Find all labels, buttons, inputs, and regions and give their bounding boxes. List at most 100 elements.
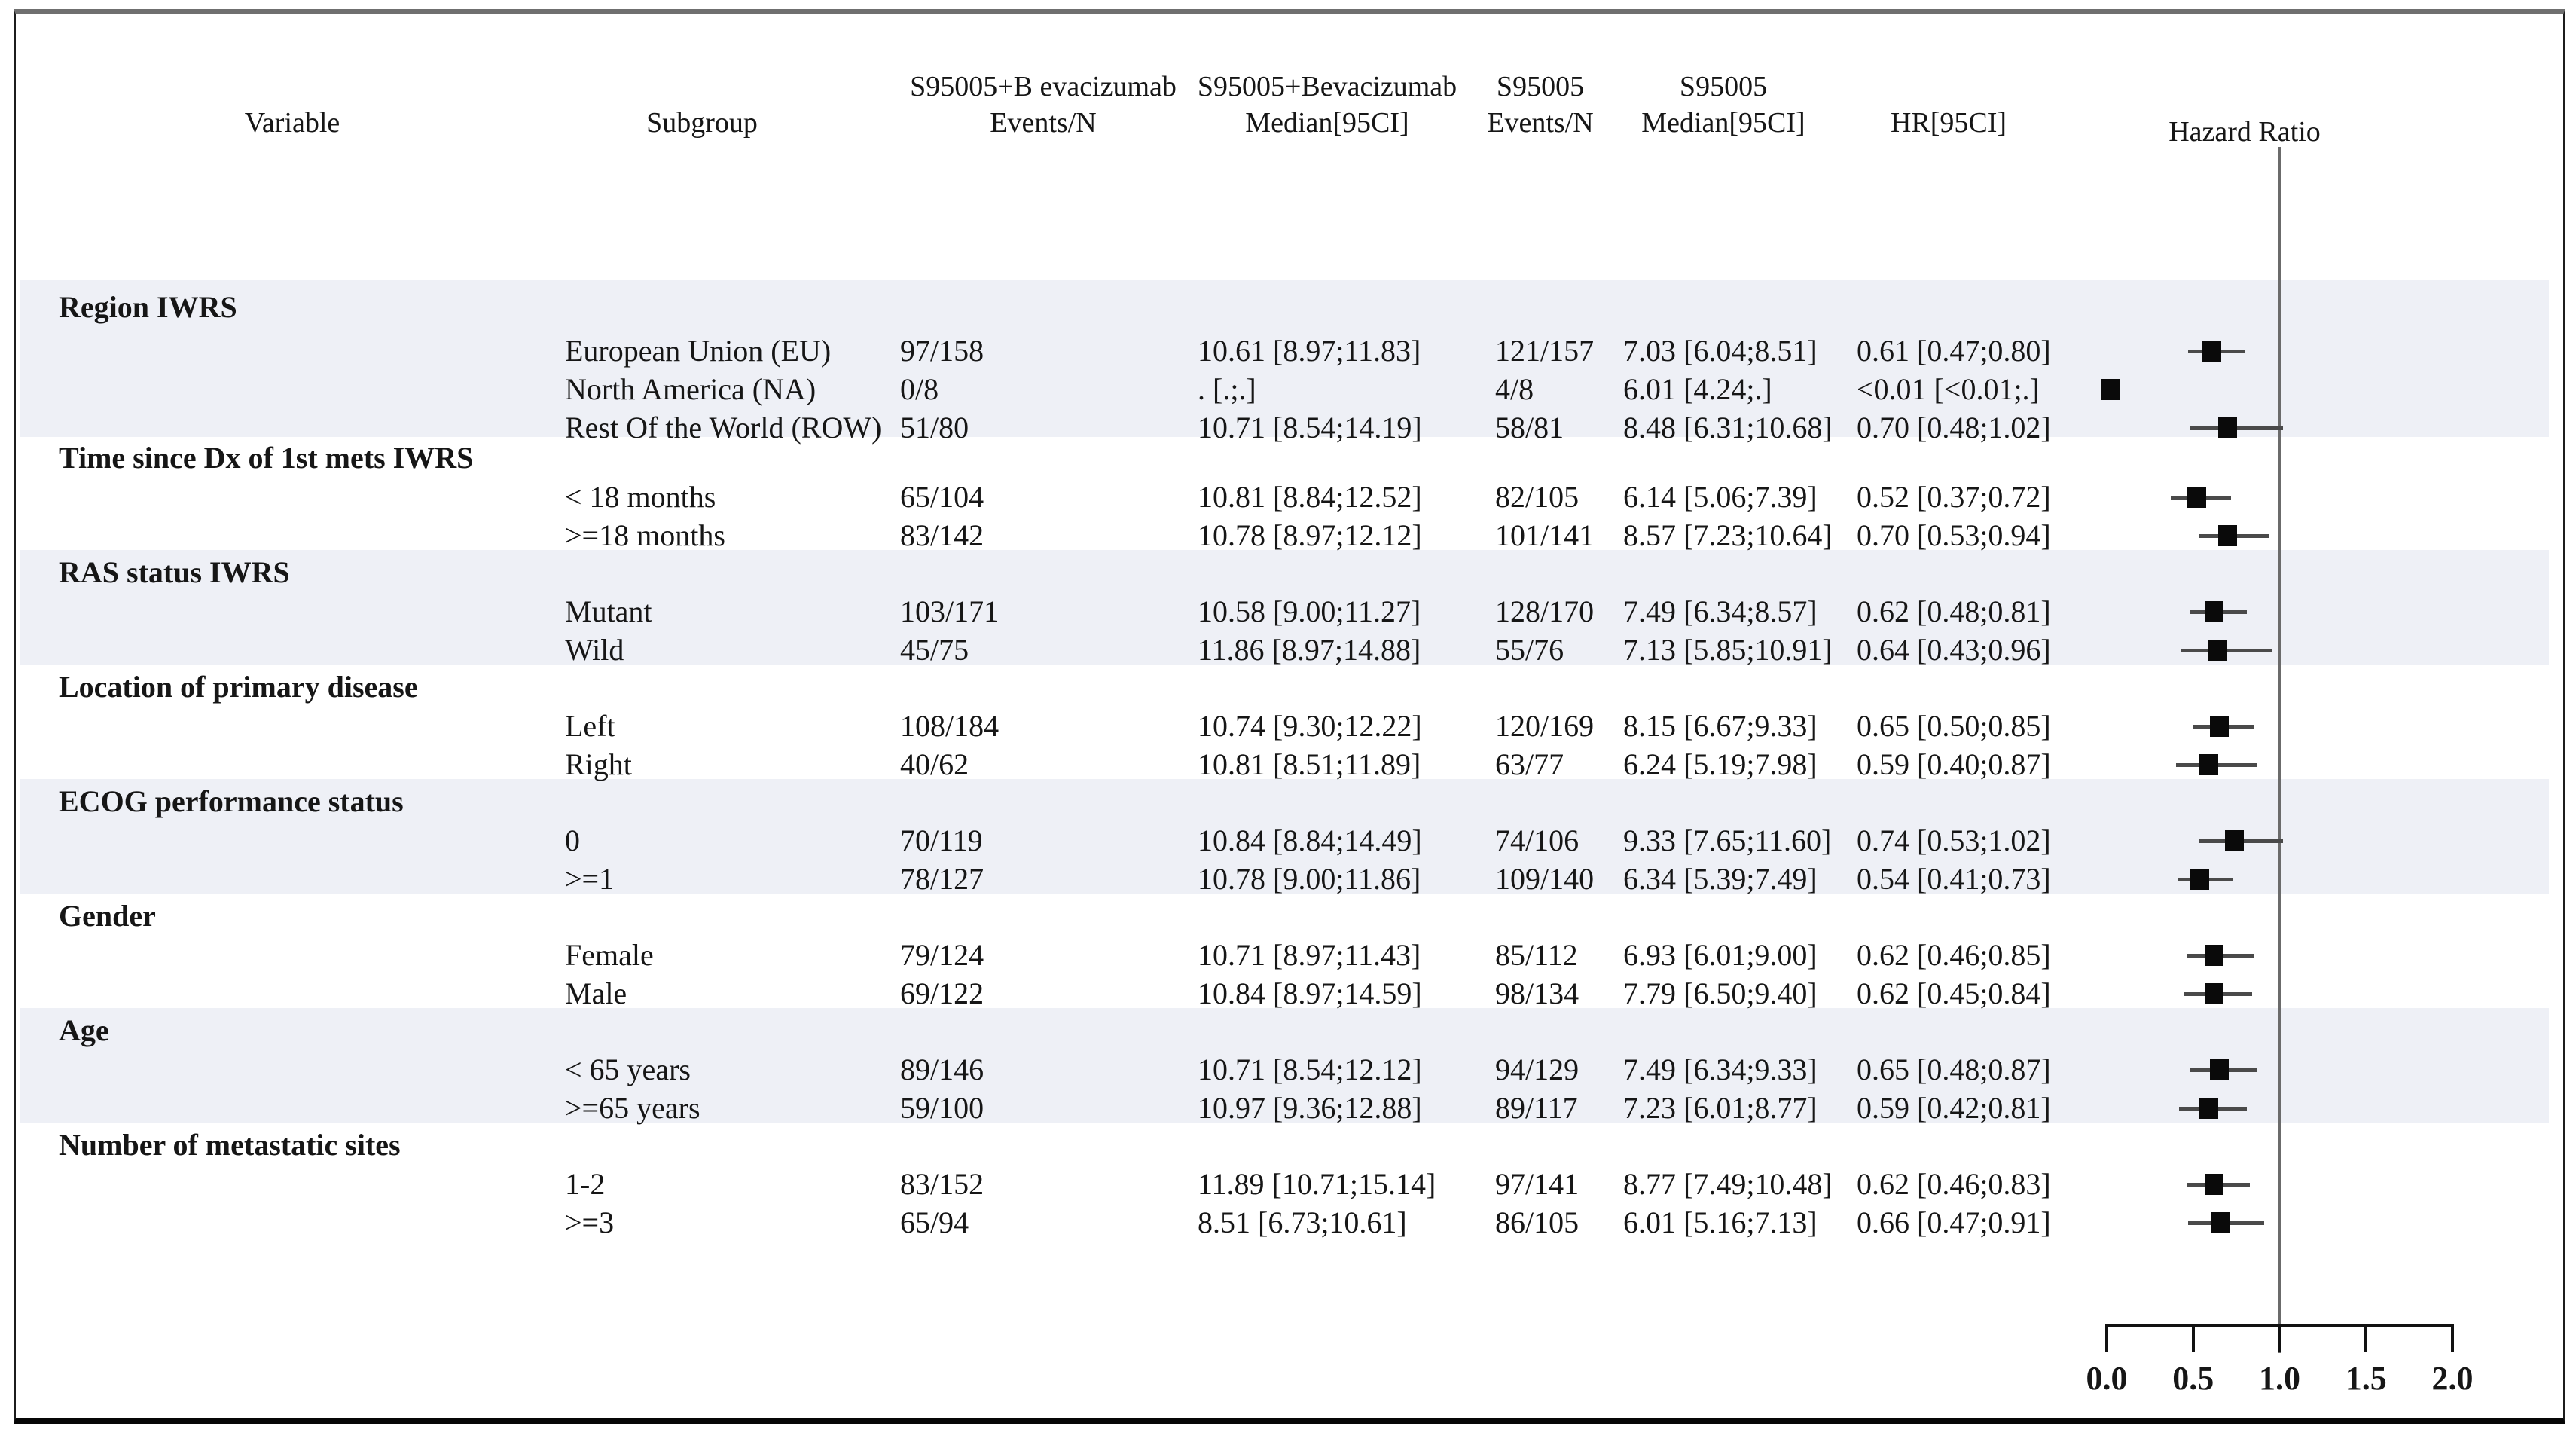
row-subgroup-label: European Union (EU) — [565, 334, 832, 368]
row-subgroup-label: < 18 months — [565, 480, 716, 514]
axis-tick — [2278, 1324, 2281, 1352]
row-arm1-events: 70/119 — [900, 823, 983, 857]
row-arm1-median: 10.97 [9.36;12.88] — [1198, 1091, 1422, 1125]
row-arm2-events: 120/169 — [1495, 709, 1595, 743]
row-hr-ci: 0.65 [0.48;0.87] — [1857, 1053, 2051, 1086]
row-subgroup-label: Wild — [565, 633, 624, 667]
row-arm2-events: 89/117 — [1495, 1091, 1578, 1125]
column-header-arm1-events-line2: Events/N — [990, 107, 1097, 139]
row-hr-ci: 0.59 [0.42;0.81] — [1857, 1091, 2051, 1125]
row-arm1-events: 65/104 — [900, 480, 984, 514]
hr-marker — [2199, 1098, 2218, 1119]
row-arm1-events: 45/75 — [900, 633, 969, 667]
hr-marker — [2208, 640, 2227, 661]
row-arm2-events: 74/106 — [1495, 823, 1579, 857]
row-arm2-median: 8.48 [6.31;10.68] — [1623, 411, 1833, 445]
row-arm2-median: 8.57 [7.23;10.64] — [1623, 518, 1833, 552]
section-band — [20, 280, 2549, 437]
row-arm2-median: 8.77 [7.49;10.48] — [1623, 1167, 1833, 1201]
column-header-subgroup: Subgroup — [646, 107, 758, 139]
section-title: Number of metastatic sites — [59, 1128, 401, 1162]
row-hr-ci: 0.62 [0.46;0.85] — [1857, 938, 2051, 972]
row-arm2-median: 6.34 [5.39;7.49] — [1623, 862, 1818, 896]
axis-tick-label: 2.0 — [2431, 1360, 2474, 1397]
hr-marker — [2211, 1212, 2230, 1233]
row-subgroup-label: Male — [565, 976, 627, 1010]
row-arm1-events: 59/100 — [900, 1091, 984, 1125]
row-arm2-events: 55/76 — [1495, 633, 1564, 667]
row-arm2-median: 7.23 [6.01;8.77] — [1623, 1091, 1818, 1125]
row-arm2-median: 8.15 [6.67;9.33] — [1623, 709, 1818, 743]
row-subgroup-label: >=1 — [565, 862, 615, 896]
row-subgroup-label: North America (NA) — [565, 372, 816, 406]
hr-marker — [2187, 487, 2206, 508]
row-arm2-events: 128/170 — [1495, 594, 1595, 628]
row-arm1-median: 10.78 [8.97;12.12] — [1198, 518, 1422, 552]
hr-marker — [2218, 525, 2238, 546]
axis-tick — [2105, 1324, 2108, 1352]
row-hr-ci: 0.62 [0.48;0.81] — [1857, 594, 2051, 628]
row-arm1-events: 97/158 — [900, 334, 984, 368]
axis-tick — [2364, 1324, 2368, 1352]
row-arm1-median: 10.84 [8.97;14.59] — [1198, 976, 1422, 1010]
row-arm2-events: 98/134 — [1495, 976, 1579, 1010]
column-header-variable: Variable — [244, 107, 340, 139]
hazard-ratio-label: Hazard Ratio — [2169, 116, 2321, 148]
hr-marker — [2209, 1059, 2229, 1080]
row-arm2-events: 86/105 — [1495, 1205, 1579, 1239]
column-header-hr: HR[95CI] — [1890, 107, 2007, 139]
row-hr-ci: 0.62 [0.46;0.83] — [1857, 1167, 2051, 1201]
row-arm2-median: 7.49 [6.34;8.57] — [1623, 594, 1818, 628]
row-arm1-events: 79/124 — [900, 938, 984, 972]
row-arm2-median: 9.33 [7.65;11.60] — [1623, 823, 1832, 857]
hr-marker — [2190, 869, 2210, 890]
hr-marker — [2204, 601, 2223, 622]
hr-marker — [2218, 417, 2238, 438]
reference-line — [2278, 147, 2281, 1353]
row-hr-ci: <0.01 [<0.01;.] — [1857, 372, 2040, 406]
row-subgroup-label: Mutant — [565, 594, 652, 628]
row-hr-ci: 0.64 [0.43;0.96] — [1857, 633, 2051, 667]
row-arm2-median: 6.01 [4.24;.] — [1623, 372, 1772, 406]
row-arm1-median: 11.89 [10.71;15.14] — [1198, 1167, 1436, 1201]
row-hr-ci: 0.59 [0.40;0.87] — [1857, 747, 2051, 781]
row-hr-ci: 0.66 [0.47;0.91] — [1857, 1205, 2051, 1239]
section-title: Gender — [59, 899, 156, 933]
row-subgroup-label: Right — [565, 747, 632, 781]
row-arm1-events: 103/171 — [900, 594, 1000, 628]
row-arm2-events: 101/141 — [1495, 518, 1595, 552]
section-title: Region IWRS — [59, 290, 237, 324]
row-arm1-median: 10.74 [9.30;12.22] — [1198, 709, 1422, 743]
axis-tick-label: 1.0 — [2259, 1360, 2300, 1397]
row-arm1-median: 10.71 [8.97;11.43] — [1198, 938, 1421, 972]
axis-tick — [2191, 1324, 2195, 1352]
row-arm1-median: 11.86 [8.97;14.88] — [1198, 633, 1421, 667]
row-subgroup-label: < 65 years — [565, 1053, 691, 1086]
row-subgroup-label: Rest Of the World (ROW) — [565, 411, 882, 445]
row-subgroup-label: >=65 years — [565, 1091, 700, 1125]
column-header-arm1-median-line2: Median[95CI] — [1245, 107, 1409, 139]
row-subgroup-label: 1-2 — [565, 1167, 606, 1201]
hr-marker — [2204, 983, 2223, 1004]
section-title: RAS status IWRS — [59, 555, 290, 589]
axis-tick-label: 1.5 — [2345, 1360, 2387, 1397]
row-arm1-median: 10.71 [8.54;12.12] — [1198, 1053, 1422, 1086]
row-arm2-events: 97/141 — [1495, 1167, 1579, 1201]
axis-tick — [2451, 1324, 2454, 1352]
row-hr-ci: 0.52 [0.37;0.72] — [1857, 480, 2051, 514]
row-arm2-median: 6.01 [5.16;7.13] — [1623, 1205, 1818, 1239]
row-arm1-median: 10.58 [9.00;11.27] — [1198, 594, 1421, 628]
row-arm2-median: 7.13 [5.85;10.91] — [1623, 633, 1833, 667]
row-arm2-events: 63/77 — [1495, 747, 1564, 781]
hr-marker — [2199, 754, 2218, 775]
section-band — [20, 1008, 2549, 1123]
row-arm1-median: 10.71 [8.54;14.19] — [1198, 411, 1422, 445]
row-arm1-events: 40/62 — [900, 747, 969, 781]
row-arm1-events: 89/146 — [900, 1053, 984, 1086]
row-hr-ci: 0.54 [0.41;0.73] — [1857, 862, 2051, 896]
row-arm1-median: 10.61 [8.97;11.83] — [1198, 334, 1421, 368]
row-arm1-median: 10.81 [8.84;12.52] — [1198, 480, 1422, 514]
hr-marker — [2202, 341, 2222, 362]
row-arm2-events: 58/81 — [1495, 411, 1564, 445]
